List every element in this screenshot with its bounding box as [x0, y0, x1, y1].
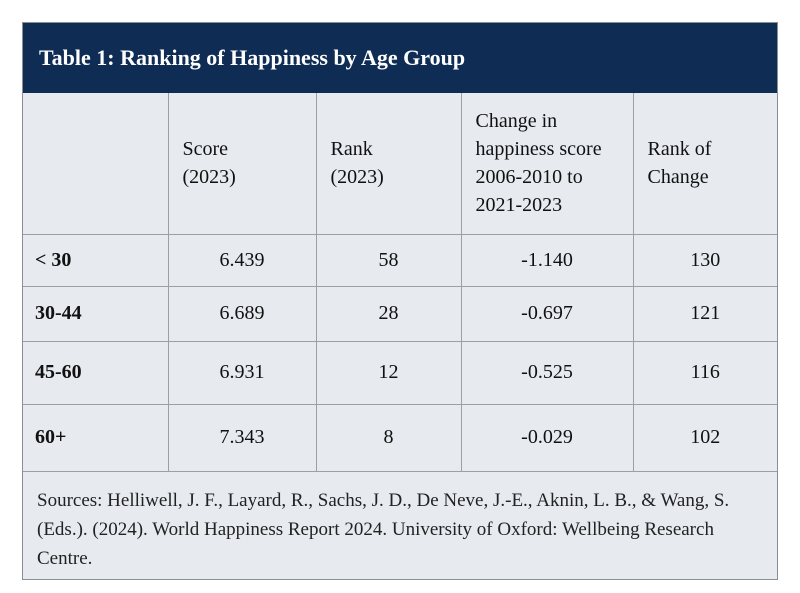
- table-cell: 102: [632, 403, 777, 472]
- table-title: Table 1: Ranking of Happiness by Age Gro…: [23, 23, 777, 93]
- table-cell: 8: [315, 403, 462, 472]
- column-header: Score (2023): [167, 93, 317, 235]
- column-header: Rank of Change: [632, 93, 777, 235]
- header-row: Score (2023) Rank (2023) Change in happi…: [23, 93, 777, 235]
- table-cell: -1.140: [460, 234, 634, 287]
- column-header: Rank (2023): [315, 93, 462, 235]
- table-row: < 30 6.439 58 -1.140 130: [23, 234, 777, 287]
- table-row: 30-44 6.689 28 -0.697 121: [23, 285, 777, 342]
- column-header: Change in happiness score 2006-2010 to 2…: [460, 93, 634, 235]
- row-label: 30-44: [23, 285, 169, 342]
- corner-cell: [23, 93, 169, 235]
- table-cell: 6.439: [167, 234, 317, 287]
- table-cell: 12: [315, 340, 462, 405]
- table-row: 60+ 7.343 8 -0.029 102: [23, 403, 777, 472]
- table-cell: 121: [632, 285, 777, 342]
- data-table: Score (2023) Rank (2023) Change in happi…: [23, 93, 777, 472]
- sources-note: Sources: Helliwell, J. F., Layard, R., S…: [37, 489, 730, 569]
- table-body: < 30 6.439 58 -1.140 130 30-44 6.689 28 -0.697 12…: [23, 234, 777, 472]
- table-cell: 130: [632, 234, 777, 287]
- table-cell: 28: [315, 285, 462, 342]
- row-label: < 30: [23, 234, 169, 287]
- table-cell: -0.029: [460, 403, 634, 472]
- row-label: 45-60: [23, 340, 169, 405]
- table-cell: -0.697: [460, 285, 634, 342]
- table-card: Table 1: Ranking of Happiness by Age Gro…: [22, 22, 778, 580]
- table-cell: 6.689: [167, 285, 317, 342]
- table-cell: 116: [632, 340, 777, 405]
- table-row: 45-60 6.931 12 -0.525 116: [23, 340, 777, 405]
- table-cell: -0.525: [460, 340, 634, 405]
- table-cell: 6.931: [167, 340, 317, 405]
- table-cell: 58: [315, 234, 462, 287]
- table-cell: 7.343: [167, 403, 317, 472]
- row-label: 60+: [23, 403, 169, 472]
